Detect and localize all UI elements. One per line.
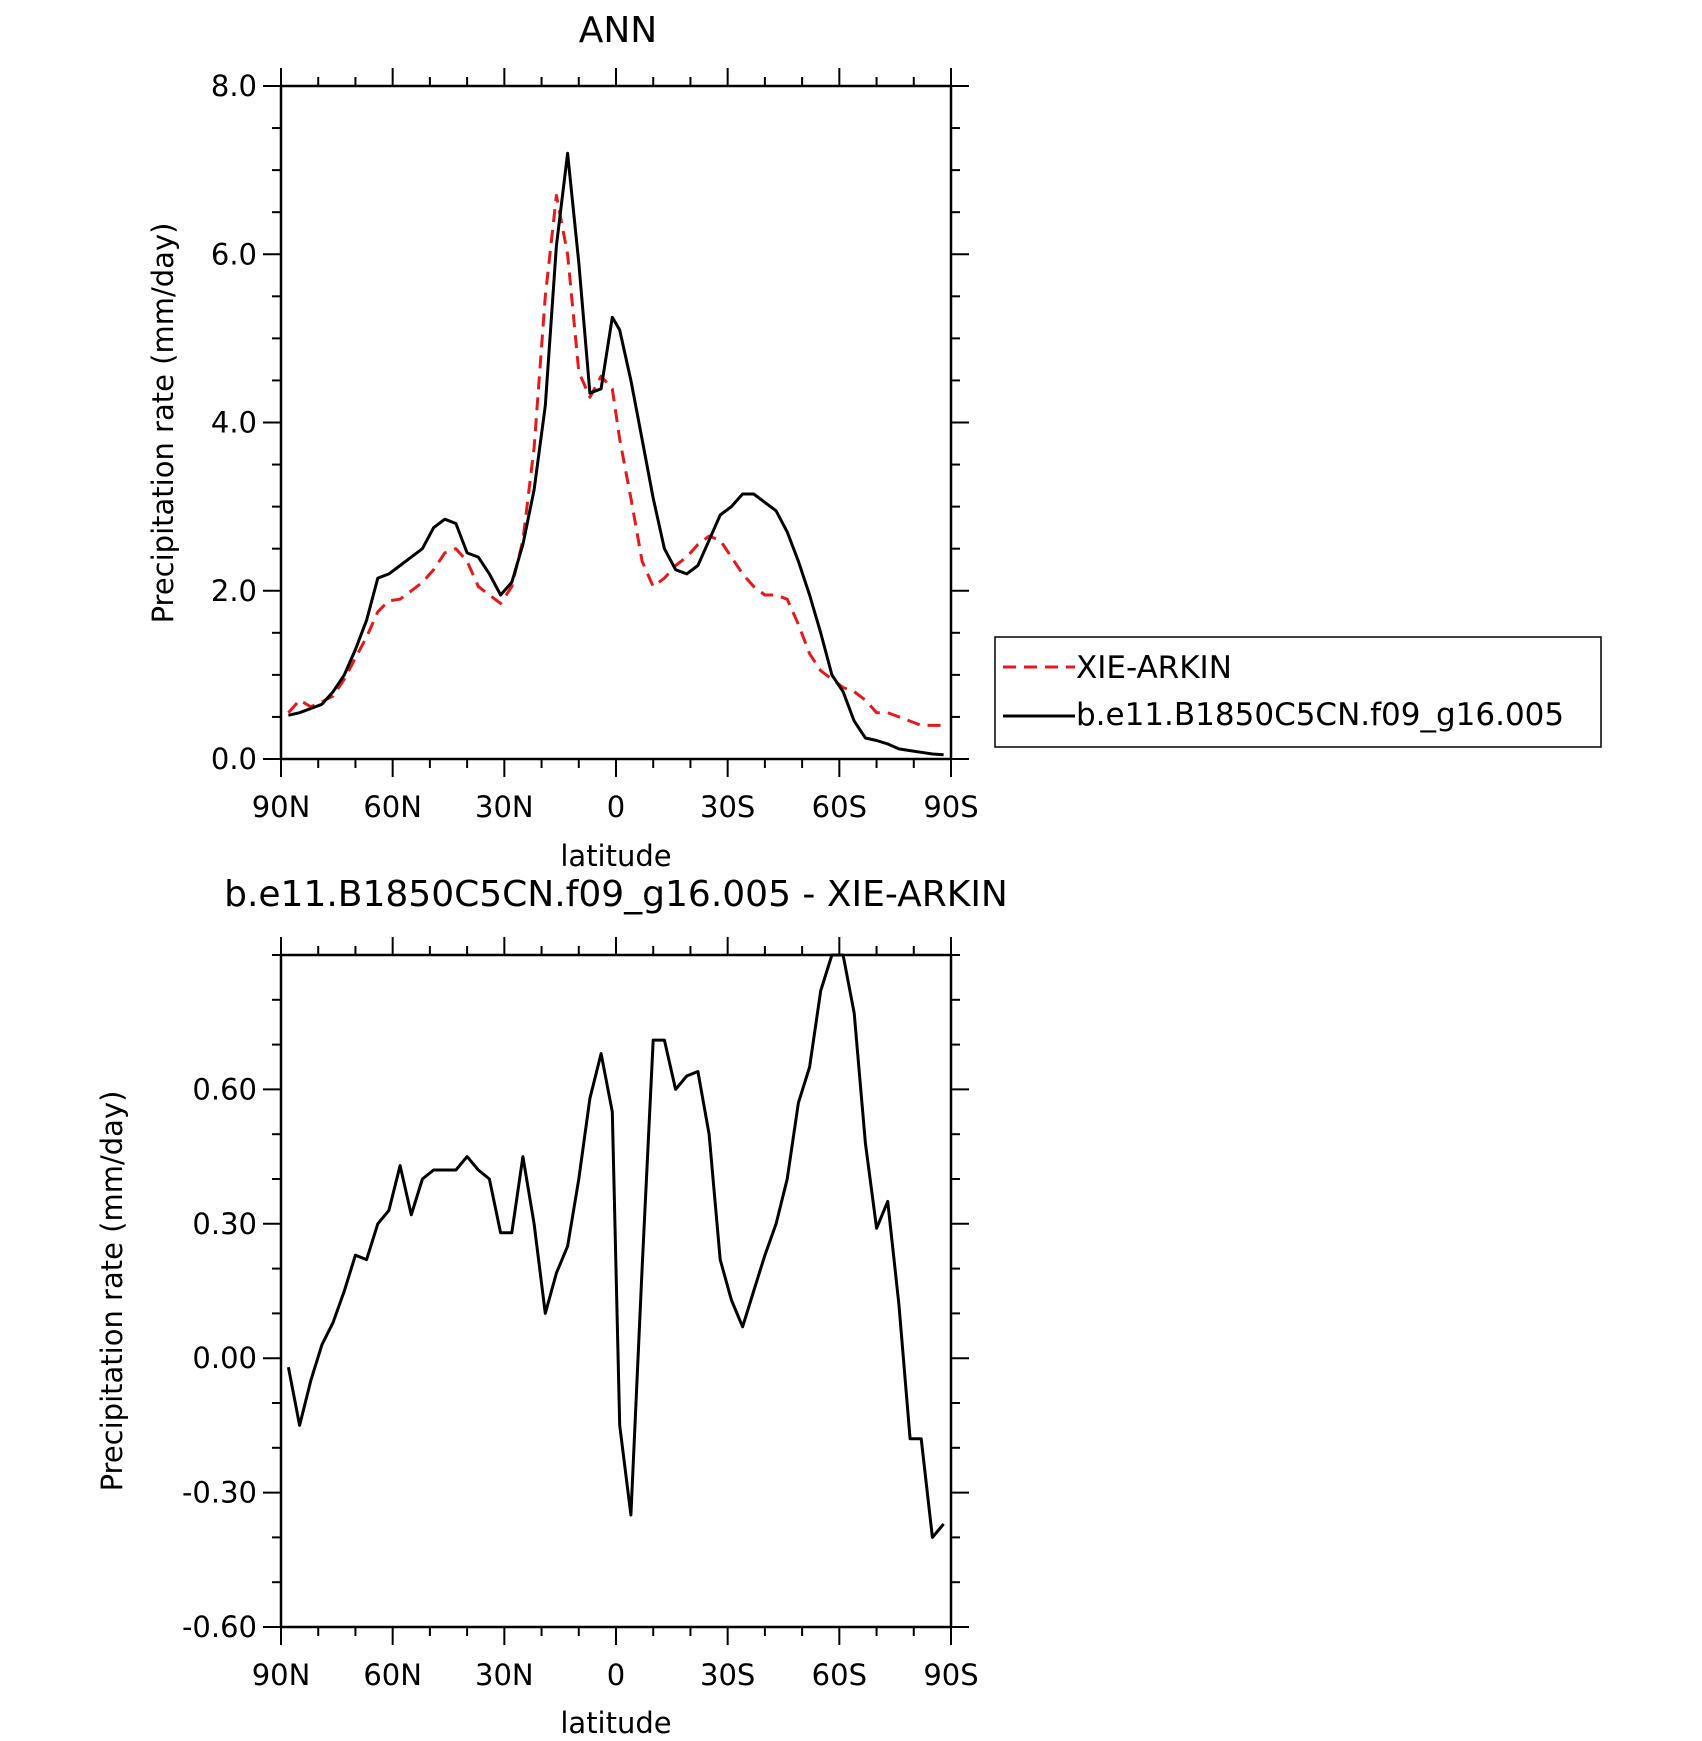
bottom-y-axis-label: Precipitation rate (mm/day): [95, 1091, 129, 1492]
top-plot-frame: [279, 84, 953, 761]
bottom-x-tick-label: 0: [607, 1658, 625, 1692]
bottom-x-axis-label: latitude: [560, 1706, 671, 1740]
top-x-tick-labels: 90N 60N 30N 0 30S 60S 90S: [252, 790, 979, 824]
top-x-tick-label: 60N: [363, 790, 422, 824]
top-x-tick-label: 60S: [812, 790, 867, 824]
bottom-x-tick-label: 60N: [363, 1658, 422, 1692]
bottom-y-tick-label: 0.00: [192, 1341, 257, 1375]
top-series-line-xie-arkin: [287, 193, 944, 727]
top-axis-ticks: [263, 68, 969, 777]
top-y-tick-label: 8.0: [211, 69, 257, 103]
bottom-series-lines: [286, 953, 945, 1539]
top-series-lines: [287, 151, 944, 757]
bottom-y-tick-label: 0.60: [192, 1072, 257, 1106]
bottom-x-tick-labels: 90N 60N 30N 0 30S 60S 90S: [252, 1658, 979, 1692]
top-y-axis-label: Precipitation rate (mm/day): [146, 223, 180, 624]
top-chart-title: ANN: [579, 10, 658, 51]
bottom-x-tick-label: 90S: [923, 1658, 978, 1692]
bottom-y-tick-label: -0.60: [182, 1610, 257, 1644]
legend-box: [994, 636, 1602, 748]
top-x-tick-label: 30N: [475, 790, 534, 824]
legend-label-xie-arkin: XIE-ARKIN: [1076, 650, 1232, 686]
legend-label-model: b.e11.B1850C5CN.f09_g16.005: [1076, 697, 1564, 733]
bottom-x-tick-label: 30S: [700, 1658, 755, 1692]
bottom-y-tick-label: -0.30: [182, 1476, 257, 1510]
top-panel: ANN 0.02.04.06.08.0 90N 60N 30N 0 30S 60S 90S …: [146, 10, 1602, 873]
bottom-x-tick-label: 60S: [812, 1658, 867, 1692]
bottom-chart-title: b.e11.B1850C5CN.f09_g16.005 - XIE-ARKIN: [224, 874, 1008, 915]
bottom-y-tick-labels: -0.60 -0.30 0.00 0.30 0.60: [182, 1072, 257, 1644]
bottom-y-tick-label: 0.30: [192, 1207, 257, 1241]
top-x-tick-label: 90S: [923, 790, 978, 824]
top-series-line-model: [288, 151, 944, 757]
top-x-tick-label: 30S: [700, 790, 755, 824]
top-x-tick-label: 0: [607, 790, 625, 824]
bottom-axis-ticks: [263, 937, 969, 1645]
legend: XIE-ARKIN b.e11.B1850C5CN.f09_g16.005: [994, 636, 1602, 748]
bottom-panel: b.e11.B1850C5CN.f09_g16.005 - XIE-ARKIN …: [95, 874, 1008, 1740]
top-y-tick-label: 4.0: [211, 406, 257, 440]
top-x-tick-label: 90N: [252, 790, 311, 824]
top-y-tick-labels: 0.0 2.0 4.0 6.0 8.0: [211, 69, 257, 776]
top-x-axis-label: latitude: [560, 839, 671, 873]
bottom-x-tick-label: 30N: [475, 1658, 534, 1692]
top-y-tick-label: 0.0: [211, 742, 257, 776]
bottom-series-line-difference: [286, 953, 945, 1539]
top-y-tick-label: 6.0: [211, 237, 257, 271]
bottom-x-tick-label: 90N: [252, 1658, 311, 1692]
top-y-tick-label: 2.0: [211, 574, 257, 608]
